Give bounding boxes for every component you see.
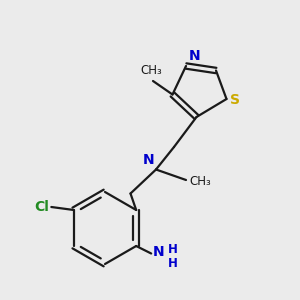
Text: H: H: [168, 256, 178, 270]
Text: H: H: [168, 243, 178, 256]
Text: Cl: Cl: [34, 200, 49, 214]
Text: CH₃: CH₃: [141, 64, 162, 77]
Text: CH₃: CH₃: [189, 175, 211, 188]
Text: S: S: [230, 94, 240, 107]
Text: N: N: [153, 245, 164, 259]
Text: N: N: [143, 153, 154, 167]
Text: N: N: [188, 49, 200, 63]
